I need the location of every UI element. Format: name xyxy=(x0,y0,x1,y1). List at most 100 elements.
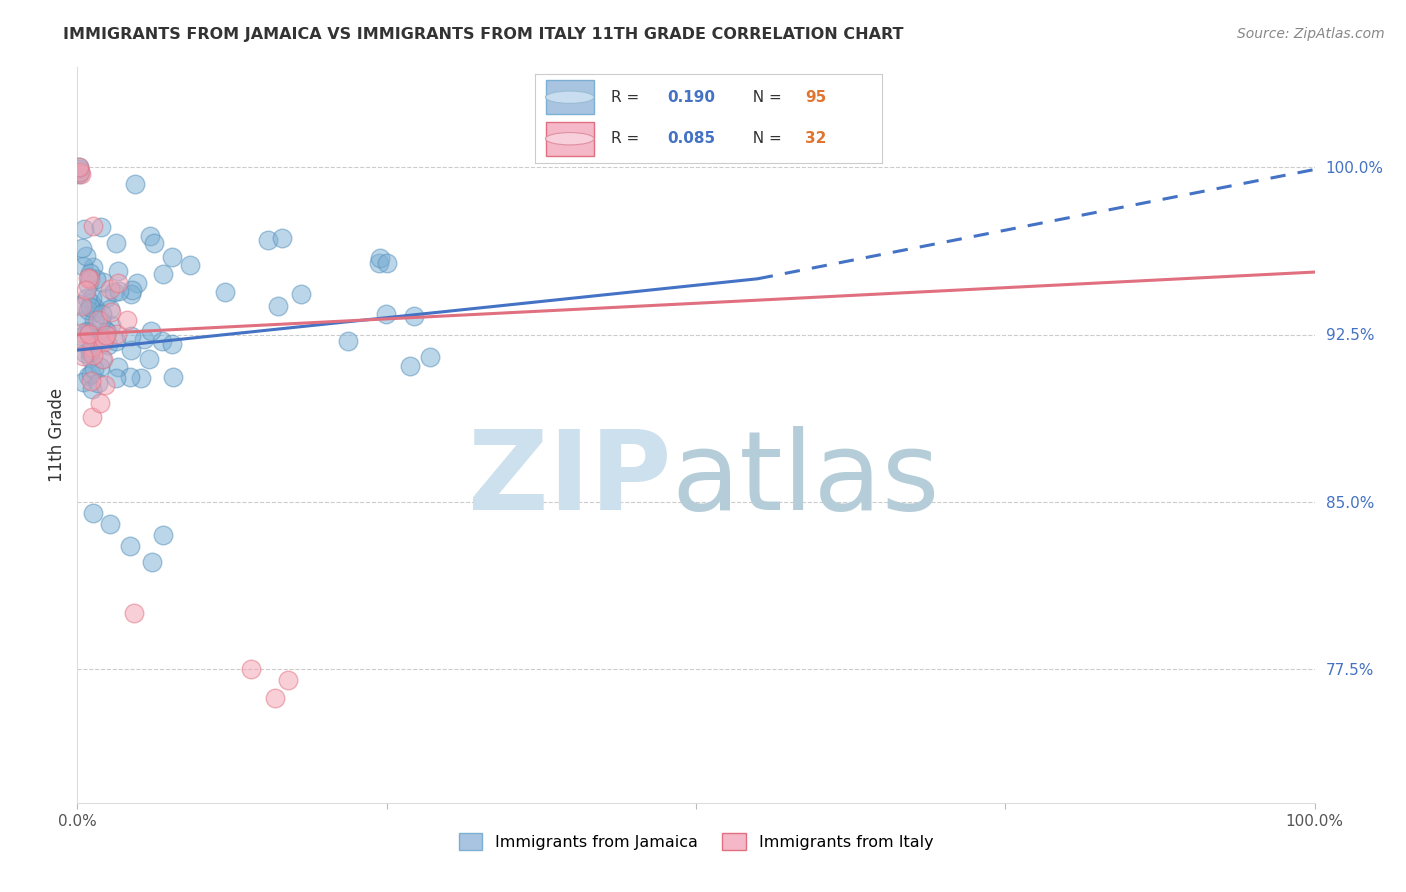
Point xyxy=(73,345,96,359)
Point xyxy=(93,335,115,350)
Point xyxy=(129,371,152,385)
Point xyxy=(80,341,103,355)
Point xyxy=(80,340,103,354)
Point xyxy=(97,338,120,352)
Point xyxy=(162,251,184,265)
Text: ZIP: ZIP xyxy=(468,425,671,533)
Point xyxy=(152,528,174,542)
Point xyxy=(67,161,90,175)
Point xyxy=(73,312,96,326)
Point xyxy=(120,287,142,301)
Point xyxy=(214,285,236,299)
Point xyxy=(82,506,104,520)
Point xyxy=(72,349,94,363)
Point xyxy=(98,301,121,316)
Point xyxy=(122,607,145,621)
Point xyxy=(67,162,90,177)
Point xyxy=(107,277,129,291)
Point xyxy=(100,305,122,319)
Point xyxy=(80,343,103,357)
Point xyxy=(67,164,90,178)
Point xyxy=(367,256,389,270)
Point xyxy=(336,334,359,348)
Point xyxy=(67,161,90,175)
Point xyxy=(107,264,129,278)
Point xyxy=(72,328,94,343)
Point xyxy=(79,351,101,366)
Point xyxy=(91,352,114,367)
Point xyxy=(80,296,103,310)
Point xyxy=(91,351,114,366)
Point xyxy=(179,258,201,272)
Point xyxy=(86,376,108,390)
Point xyxy=(375,256,398,270)
Point xyxy=(72,259,94,273)
Point xyxy=(76,278,98,293)
Point xyxy=(419,350,441,364)
Point xyxy=(160,337,183,351)
Point xyxy=(120,329,142,343)
Point xyxy=(69,297,91,311)
Point xyxy=(368,251,391,265)
Text: atlas: atlas xyxy=(671,425,939,533)
Point xyxy=(77,326,100,341)
Point xyxy=(374,307,396,321)
Point xyxy=(125,276,148,290)
Point xyxy=(87,331,110,345)
Point xyxy=(94,378,117,392)
Point xyxy=(96,325,118,339)
Point xyxy=(105,236,128,251)
Point xyxy=(75,249,97,263)
Point xyxy=(77,369,100,384)
Point xyxy=(98,517,121,532)
Point xyxy=(93,332,115,346)
Point xyxy=(70,167,93,181)
Point xyxy=(80,409,103,424)
Point xyxy=(139,324,162,338)
Point xyxy=(76,291,98,305)
Point xyxy=(105,326,128,341)
Point xyxy=(290,287,312,301)
Point xyxy=(79,301,101,315)
Point xyxy=(82,260,104,274)
Point xyxy=(72,299,94,313)
Y-axis label: 11th Grade: 11th Grade xyxy=(48,388,66,482)
Point xyxy=(90,307,112,321)
Point xyxy=(103,285,125,299)
Point xyxy=(80,374,103,388)
Point xyxy=(73,221,96,235)
Point xyxy=(67,167,90,181)
Point xyxy=(120,343,142,358)
Point xyxy=(138,351,160,366)
Point xyxy=(82,382,104,396)
Point xyxy=(120,540,142,554)
Point xyxy=(104,371,127,385)
Point xyxy=(80,291,103,305)
Point xyxy=(76,303,98,318)
Point xyxy=(94,324,117,338)
Point xyxy=(402,309,425,323)
Point xyxy=(79,266,101,280)
Point xyxy=(79,345,101,359)
Point xyxy=(87,313,110,327)
Point xyxy=(91,275,114,289)
Point xyxy=(277,673,299,688)
Point xyxy=(150,334,173,348)
Point xyxy=(90,313,112,327)
Point xyxy=(76,324,98,338)
Point xyxy=(264,690,287,705)
Point xyxy=(162,369,184,384)
Point xyxy=(132,332,155,346)
Point xyxy=(84,301,107,315)
Point xyxy=(79,272,101,286)
Point xyxy=(82,348,104,362)
Point xyxy=(152,267,174,281)
Point xyxy=(89,359,111,374)
Point xyxy=(90,220,112,235)
Point xyxy=(80,367,103,381)
Point xyxy=(83,313,105,327)
Point xyxy=(77,325,100,339)
Point xyxy=(77,270,100,285)
Text: Source: ZipAtlas.com: Source: ZipAtlas.com xyxy=(1237,27,1385,41)
Point xyxy=(108,284,131,298)
